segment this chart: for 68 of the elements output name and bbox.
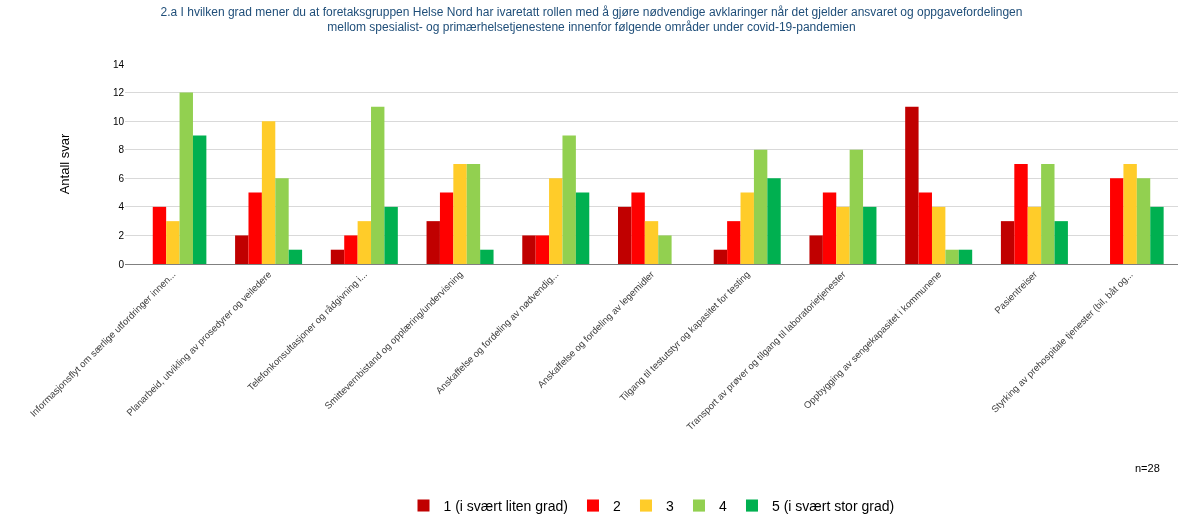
- y-tick-label: 12: [112, 87, 125, 99]
- y-tick-label: 4: [118, 201, 125, 213]
- bar: [753, 149, 768, 264]
- y-tick-label: 8: [118, 144, 125, 156]
- bar: [166, 221, 180, 264]
- y-axis-title: Antall svar: [56, 132, 72, 195]
- bar: [644, 221, 659, 264]
- bar: [466, 164, 481, 264]
- bar: [562, 135, 576, 264]
- bar: [1027, 206, 1042, 264]
- bar: [480, 249, 494, 264]
- bar: [152, 206, 167, 264]
- bar: [1000, 221, 1015, 264]
- bar: [275, 178, 289, 264]
- bar: [1014, 164, 1028, 264]
- bar: [453, 164, 467, 264]
- bar: [1123, 164, 1137, 264]
- bar: [631, 192, 645, 264]
- y-tick-label: 2: [118, 229, 125, 241]
- y-tick-label: 10: [112, 115, 125, 127]
- bar: [658, 235, 672, 264]
- bar: [1110, 178, 1124, 264]
- bar: [713, 249, 728, 264]
- legend-label: 4: [718, 498, 727, 515]
- y-tick-label: 0: [118, 258, 125, 270]
- legend-label: 2: [612, 498, 621, 515]
- bar: [357, 221, 372, 264]
- bar: [849, 149, 864, 264]
- bar: [192, 135, 207, 264]
- bar: [1150, 206, 1164, 264]
- bar: [575, 192, 590, 264]
- bar: [931, 206, 946, 264]
- bar: [261, 121, 276, 264]
- bar: [836, 206, 850, 264]
- y-tick-label: 6: [118, 172, 125, 184]
- bar: [535, 235, 550, 264]
- bar: [740, 192, 754, 264]
- bar: [945, 249, 959, 264]
- bar: [863, 206, 877, 264]
- bar: [235, 235, 249, 264]
- chart-title: 2.a I hvilken grad mener du at foretaksgruppen Helse Nord har ivaretatt rollen med å gjøre nødvendige avklaringer når det gjelder ansvaret og oppgavefordelingen mellom spesialist- og primærhelsetjenestene innenfor følgende områder under covid-19-pandemien: [160, 4, 1023, 35]
- bar: [371, 106, 385, 264]
- bar: [549, 178, 563, 264]
- bar: [522, 235, 536, 264]
- y-tick-label: 14: [112, 58, 125, 70]
- bar: [179, 92, 193, 264]
- text: n=28: [1135, 462, 1160, 474]
- legend-label: 3: [665, 498, 674, 515]
- bar: [1136, 178, 1151, 264]
- bar: [384, 206, 398, 264]
- legend-label: 1 (i svært liten grad): [443, 498, 568, 515]
- bar: [905, 106, 919, 264]
- bar: [727, 221, 741, 264]
- legend-label: 5 (i svært stor grad): [771, 498, 895, 515]
- bar: [426, 221, 440, 264]
- bar: [918, 192, 932, 264]
- bar: [767, 178, 781, 264]
- bar: [344, 235, 358, 264]
- bar: [330, 249, 345, 264]
- bar: [439, 192, 454, 264]
- bar: [958, 249, 973, 264]
- bar: [1054, 221, 1068, 264]
- bar: [288, 249, 303, 264]
- bar: [1041, 164, 1055, 264]
- bar: [248, 192, 262, 264]
- bar: [618, 206, 632, 264]
- bar: [809, 235, 823, 264]
- bar: [822, 192, 837, 264]
